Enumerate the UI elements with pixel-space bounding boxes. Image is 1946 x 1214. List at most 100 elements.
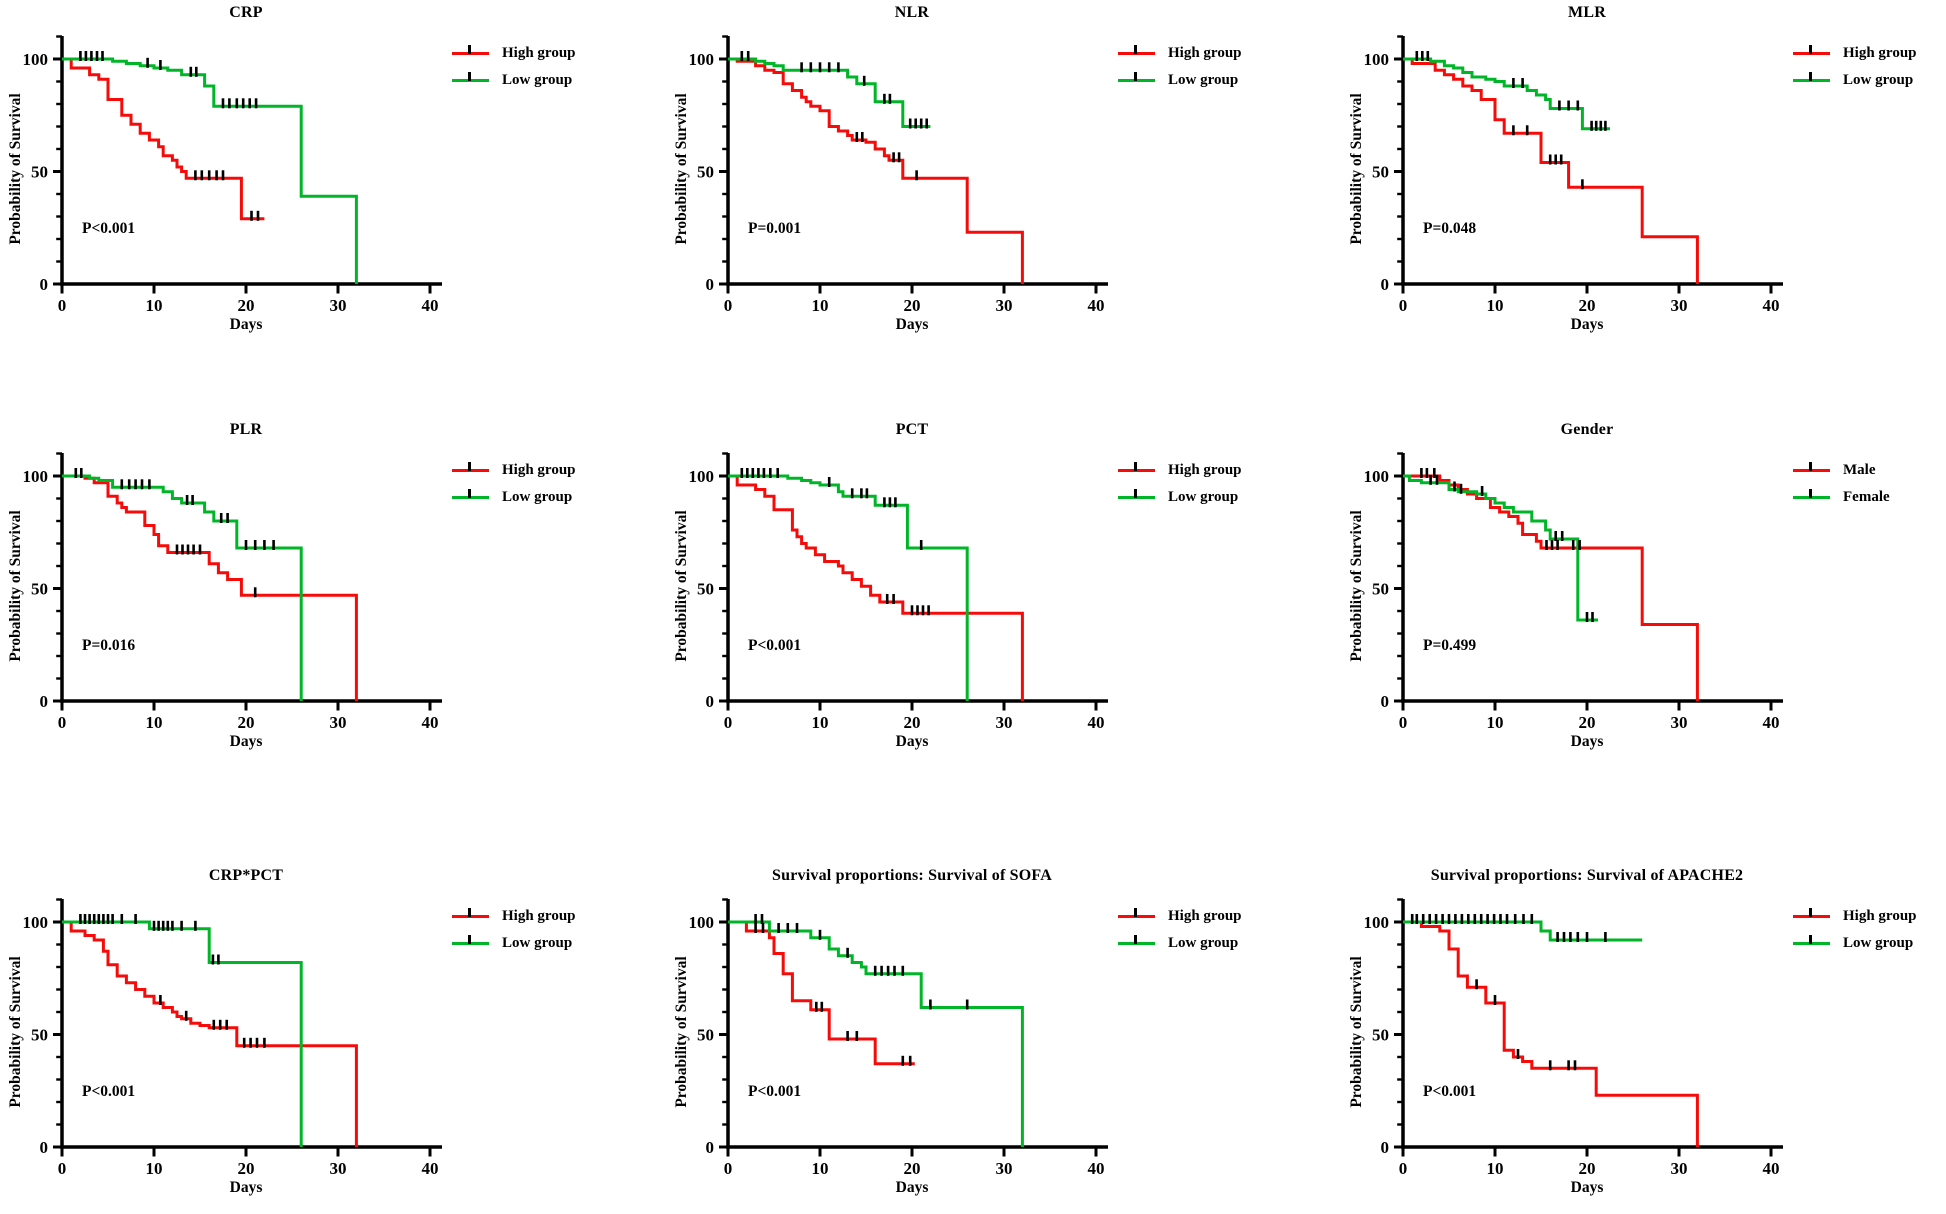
censor-mark <box>865 488 869 499</box>
km-curve-high-group <box>62 57 265 221</box>
censor-mark <box>786 923 790 933</box>
censor-mark <box>1567 100 1570 111</box>
censor-mark <box>90 51 93 61</box>
p-value-label: P=0.016 <box>82 637 136 654</box>
legend-line-swatch <box>1793 44 1830 56</box>
censor-mark <box>248 98 251 109</box>
censor-mark <box>846 947 849 958</box>
censor-mark <box>754 923 757 933</box>
censor-mark <box>1441 914 1444 924</box>
censor-mark <box>760 914 764 924</box>
y-tick-label: 100 <box>689 467 715 486</box>
panel-title: CRP <box>229 4 263 21</box>
censor-mark <box>1569 932 1572 942</box>
x-tick-label: 0 <box>58 713 67 732</box>
censor-mark <box>186 544 190 555</box>
censor-mark <box>1558 100 1561 111</box>
p-value-label: P<0.001 <box>748 1083 802 1100</box>
x-axis-label: Days <box>1570 1179 1604 1196</box>
censor-mark <box>194 920 197 931</box>
censor-mark <box>837 62 840 73</box>
x-tick-label: 10 <box>812 713 829 732</box>
censor-tick-icon <box>468 488 471 498</box>
censor-mark <box>880 965 883 976</box>
censor-mark <box>1604 120 1607 131</box>
censor-mark <box>106 914 110 924</box>
censor-mark <box>148 479 151 490</box>
censor-mark <box>916 605 919 616</box>
censor-mark <box>1573 1060 1577 1071</box>
censor-mark <box>795 923 799 933</box>
legend-label: High group <box>1168 908 1242 924</box>
y-tick-label: 50 <box>697 1026 714 1045</box>
censor-mark <box>818 62 822 73</box>
y-tick-label: 0 <box>706 1138 715 1157</box>
x-tick-label: 20 <box>904 1159 921 1178</box>
legend-item-low-group: Low group <box>452 484 576 511</box>
x-tick-label: 40 <box>1088 1159 1105 1178</box>
censor-mark <box>166 920 170 931</box>
censor-mark <box>894 497 897 508</box>
legend-line-swatch <box>1118 907 1155 919</box>
x-tick-label: 0 <box>724 1159 733 1178</box>
censor-mark <box>1604 932 1607 942</box>
censor-mark <box>189 66 193 77</box>
x-axis-label: Days <box>229 316 263 333</box>
p-value-label: P=0.001 <box>748 220 802 237</box>
censor-mark <box>88 914 91 924</box>
km-curve-high-group <box>1403 57 1699 284</box>
censor-mark <box>925 118 928 129</box>
km-curve-low-group <box>62 57 358 284</box>
censor-tick-icon <box>468 71 471 81</box>
censor-mark <box>1454 914 1457 924</box>
censor-mark <box>1415 914 1419 924</box>
legend-item-high-group: High group <box>1118 903 1242 930</box>
km-curve-high-group <box>1403 920 1699 1147</box>
x-tick-label: 30 <box>1671 713 1688 732</box>
km-plot: 0 50 100 0 10 20 30 40 <box>23 452 442 732</box>
km-plot: 0 50 100 0 10 20 30 40 <box>689 452 1108 732</box>
km-panel-sofa: Survival proportions: Survival of SOFA P… <box>666 863 1341 1214</box>
x-tick-label: 40 <box>422 713 439 732</box>
legend-item-high-group: High group <box>452 457 576 484</box>
censor-mark <box>254 98 258 109</box>
y-tick-label: 100 <box>689 913 715 932</box>
censor-mark <box>1433 468 1436 478</box>
censor-mark <box>228 98 231 109</box>
censor-mark <box>101 51 104 61</box>
censor-mark <box>855 132 859 142</box>
censor-mark <box>914 118 917 129</box>
censor-mark <box>218 1019 222 1030</box>
censor-mark <box>1513 914 1517 924</box>
x-tick-label: 40 <box>422 296 439 315</box>
censor-mark <box>74 468 78 478</box>
legend-line-swatch <box>452 44 489 56</box>
censor-mark <box>827 62 831 73</box>
censor-mark <box>1522 914 1525 924</box>
censor-mark <box>1550 540 1554 550</box>
legend-line-swatch <box>1793 934 1830 946</box>
censor-mark <box>157 920 160 931</box>
censor-mark <box>927 605 930 616</box>
censor-mark <box>134 479 137 490</box>
legend-item-high-group: High group <box>452 903 576 930</box>
x-tick-label: 20 <box>1579 296 1596 315</box>
x-tick-label: 10 <box>146 713 163 732</box>
censor-mark <box>1599 120 1603 131</box>
legend: High group Low group <box>1793 903 1917 957</box>
censor-mark <box>888 93 892 104</box>
legend: High group Low group <box>1793 40 1917 94</box>
x-axis-label: Days <box>895 316 929 333</box>
p-value-label: P<0.001 <box>748 637 802 654</box>
censor-mark <box>175 544 179 555</box>
censor-mark <box>241 98 245 109</box>
legend-item-high-group: High group <box>1793 903 1917 930</box>
legend-label: Low group <box>1168 489 1239 505</box>
legend-label: Low group <box>1843 72 1914 88</box>
censor-mark <box>255 1037 259 1048</box>
legend: High group Low group <box>452 457 576 511</box>
censor-mark <box>184 1010 188 1021</box>
panel-title: Gender <box>1560 421 1614 438</box>
censor-mark <box>226 513 229 523</box>
y-tick-label: 0 <box>1381 275 1390 294</box>
